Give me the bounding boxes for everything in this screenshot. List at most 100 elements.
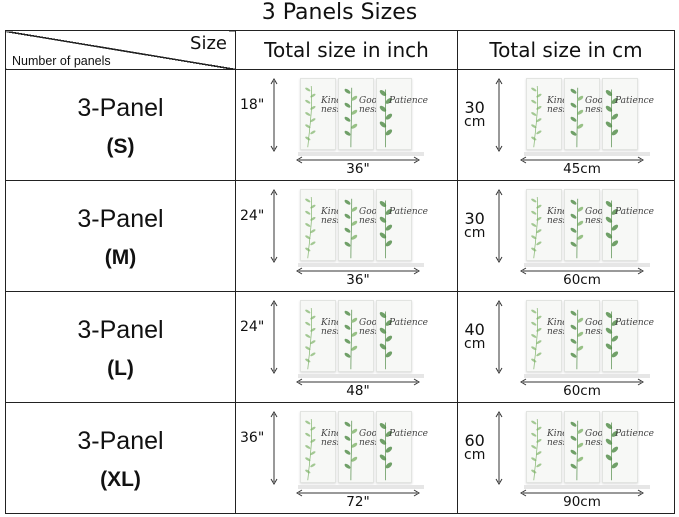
inch-cell: 24" Kind ness Good ness Patience 48" [235,291,458,403]
height-cm-unit: cm [464,114,486,130]
height-inch-label: 24" [240,208,265,224]
height-inch-label: 24" [240,319,265,335]
canvas-panel: Patience [376,78,428,150]
panel-name-cell: 3-Panel (M) [5,180,236,292]
canvas-panel: Kind ness [526,78,569,150]
panel-name-cell: 3-Panel (S) [5,69,236,181]
size-row-1: 3-Panel (M) 24" Kind ness Good ness Patienc… [5,180,675,292]
canvas-panel: Good ness [564,78,609,150]
width-arrow-icon [296,152,420,164]
inch-cell: 24" Kind ness Good ness Patience 36" [235,180,458,292]
width-arrow-icon [296,263,420,275]
cm-column-header: Total size in cm [457,30,675,70]
height-cm-unit: cm [464,447,486,463]
canvas-panel: Good ness [564,189,609,261]
canvas-panels-image: Kind ness Good ness Patience [300,300,428,372]
height-cm-unit: cm [464,336,486,352]
page-title: 3 Panels Sizes [261,0,418,25]
width-cm-label: 60cm [563,383,601,399]
canvas-panel: Patience [602,189,654,261]
canvas-panel: Kind ness [300,78,343,150]
panel-shadow [524,152,650,156]
canvas-panel: Patience [376,411,428,483]
panel-shadow [524,485,650,489]
panel-word: Kind ness [547,318,569,337]
canvas-panels-image: Kind ness Good ness Patience [300,411,428,483]
cm-cell: 60 cm Kind ness Good ness Patience 90cm [457,402,675,514]
cm-cell: 30 cm Kind ness Good ness Patience 45cm [457,69,675,181]
panel-word: Good ness [585,96,609,115]
height-cm-value: 60 [464,431,485,450]
panel-word: Patience [389,207,429,217]
width-inch-label: 72" [346,494,370,510]
canvas-panel: Good ness [338,189,383,261]
height-arrow-icon [269,78,279,157]
panel-word: Patience [389,318,429,328]
panel-word: Patience [615,429,655,439]
canvas-panel: Patience [602,411,654,483]
panel-name: 3-Panel [77,93,164,122]
width-inch-label: 48" [346,383,370,399]
height-arrow-icon [494,189,504,268]
panels-label: Number of panels [12,54,111,68]
panel-word: Kind ness [547,96,569,115]
panel-shadow [298,374,424,378]
inch-cell: 18" Kind ness Good ness Patience 36" [235,69,458,181]
panel-size: (L) [107,356,134,380]
cm-cell: 30 cm Kind ness Good ness Patience 60cm [457,180,675,292]
panel-name: 3-Panel [77,204,164,233]
canvas-panel: Good ness [564,411,609,483]
panel-word: Kind ness [321,207,343,226]
size-row-2: 3-Panel (L) 24" Kind ness Good ness Patienc… [5,291,675,403]
canvas-panel: Good ness [338,78,383,150]
height-arrow-icon [494,78,504,157]
canvas-panels-image: Kind ness Good ness Patience [526,300,654,372]
canvas-panel: Patience [376,300,428,372]
panel-shadow [298,152,424,156]
panel-word: Kind ness [547,429,569,448]
inch-cell: 36" Kind ness Good ness Patience 72" [235,402,458,514]
size-row-3: 3-Panel (XL) 36" Kind ness Good ness Patien… [5,402,675,514]
corner-header: Size Number of panels [5,30,236,70]
size-row-0: 3-Panel (S) 18" Kind ness Good ness Patienc… [5,69,675,181]
panel-word: Good ness [359,318,383,337]
canvas-panels-image: Kind ness Good ness Patience [300,78,428,150]
height-arrow-icon [269,300,279,379]
height-arrow-icon [494,411,504,490]
panel-word: Good ness [585,429,609,448]
canvas-panel: Patience [602,300,654,372]
panel-word: Kind ness [321,429,343,448]
width-arrow-icon [296,374,420,386]
width-arrow-icon [520,152,644,164]
sizes-table: Size Number of panels Total size in inch… [5,30,675,514]
panel-shadow [298,263,424,267]
panel-word: Good ness [585,207,609,226]
height-cm-value: 30 [464,98,485,117]
height-cm-label: 30 cm [464,100,485,130]
canvas-panel: Patience [376,189,428,261]
width-arrow-icon [520,374,644,386]
panel-word: Kind ness [321,96,343,115]
header-row: Size Number of panels Total size in inch… [5,30,675,70]
panel-word: Patience [615,207,655,217]
cm-cell: 40 cm Kind ness Good ness Patience 60cm [457,291,675,403]
canvas-panel: Patience [602,78,654,150]
panel-word: Good ness [359,207,383,226]
panel-word: Good ness [359,96,383,115]
height-arrow-icon [269,189,279,268]
panel-name-cell: 3-Panel (XL) [5,402,236,514]
panel-name: 3-Panel [77,426,164,455]
width-inch-label: 36" [346,161,370,177]
panel-word: Good ness [585,318,609,337]
size-label: Size [190,33,227,54]
height-arrow-icon [494,300,504,379]
height-cm-value: 40 [464,320,485,339]
height-cm-unit: cm [464,225,486,241]
panel-shadow [298,485,424,489]
panel-name: 3-Panel [77,315,164,344]
width-cm-label: 45cm [563,161,601,177]
canvas-panel: Kind ness [526,411,569,483]
width-inch-label: 36" [346,272,370,288]
width-arrow-icon [296,485,420,497]
width-cm-label: 60cm [563,272,601,288]
